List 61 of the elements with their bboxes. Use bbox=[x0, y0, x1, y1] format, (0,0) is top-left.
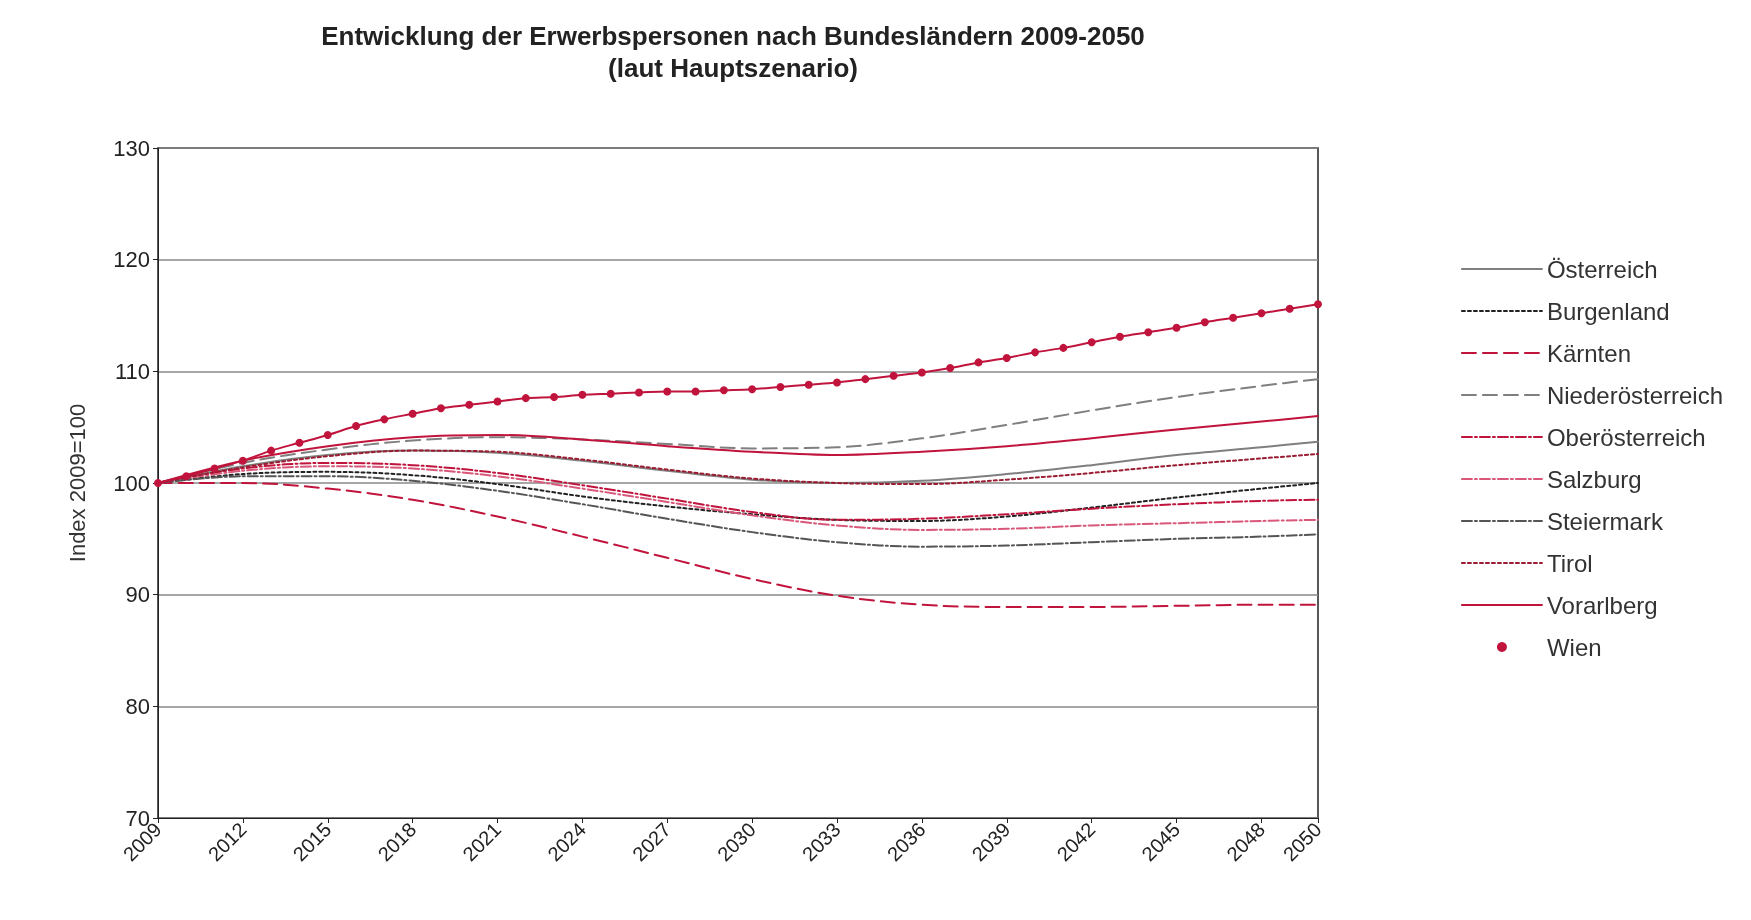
point bbox=[889, 371, 898, 380]
point bbox=[1257, 309, 1266, 318]
y-tick-label: 130 bbox=[113, 135, 150, 161]
legend-label: Österreich bbox=[1546, 255, 1658, 283]
point bbox=[719, 386, 728, 395]
point bbox=[691, 387, 700, 396]
point bbox=[1059, 343, 1068, 352]
point bbox=[493, 397, 502, 406]
point bbox=[804, 380, 813, 389]
point bbox=[295, 438, 304, 447]
y-tick-label: 80 bbox=[125, 693, 150, 719]
point bbox=[238, 456, 247, 465]
point bbox=[1115, 332, 1124, 341]
legend-label: Steiermark bbox=[1546, 507, 1664, 535]
legend-label: Wien bbox=[1546, 633, 1602, 661]
legend-label: Niederösterreich bbox=[1546, 381, 1723, 409]
point bbox=[154, 479, 162, 487]
point bbox=[917, 368, 926, 377]
y-tick-label: 110 bbox=[114, 358, 150, 384]
legend-label: Vorarlberg bbox=[1546, 591, 1658, 619]
point bbox=[1002, 353, 1011, 362]
point bbox=[323, 430, 332, 439]
point bbox=[1229, 313, 1238, 322]
legend-label: Kärnten bbox=[1546, 339, 1631, 367]
point bbox=[974, 358, 983, 367]
y-tick-label: 90 bbox=[125, 582, 150, 608]
y-tick-label: 120 bbox=[113, 247, 150, 273]
legend-label: Salzburg bbox=[1546, 465, 1642, 493]
point bbox=[210, 464, 219, 473]
point bbox=[465, 400, 474, 409]
point bbox=[267, 446, 276, 455]
point bbox=[861, 375, 870, 384]
point bbox=[182, 472, 191, 481]
point bbox=[1087, 338, 1096, 347]
point bbox=[634, 388, 643, 397]
point bbox=[1200, 318, 1209, 327]
point bbox=[550, 393, 559, 402]
point bbox=[606, 389, 615, 398]
point bbox=[380, 415, 389, 424]
point bbox=[1144, 328, 1153, 337]
chart-title: Entwicklung der Erwerbspersonen nach Bundesländern 2009-2050 bbox=[321, 21, 1145, 51]
point bbox=[408, 409, 417, 418]
point bbox=[1031, 348, 1040, 357]
y-tick-label: 100 bbox=[113, 470, 150, 496]
point bbox=[578, 390, 587, 399]
point bbox=[663, 387, 672, 396]
chart-subtitle: (laut Hauptszenario) bbox=[608, 53, 858, 83]
point bbox=[352, 422, 361, 431]
point bbox=[521, 394, 530, 403]
legend-label: Tirol bbox=[1546, 549, 1593, 577]
point bbox=[946, 363, 955, 372]
point bbox=[748, 385, 757, 394]
y-axis-title: Index 2009=100 bbox=[64, 403, 90, 563]
point bbox=[833, 378, 842, 387]
legend-label: Oberösterreich bbox=[1546, 423, 1706, 451]
legend-label: Burgenland bbox=[1546, 297, 1670, 325]
point bbox=[436, 404, 445, 413]
point bbox=[1314, 300, 1322, 309]
point bbox=[1285, 304, 1294, 313]
point bbox=[1172, 323, 1181, 332]
point bbox=[776, 382, 785, 391]
